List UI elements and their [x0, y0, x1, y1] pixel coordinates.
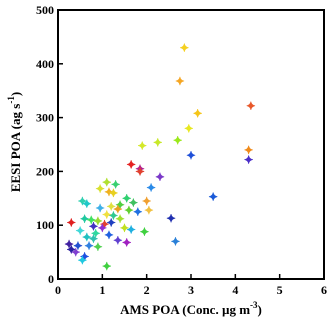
y-axis-label-close: ) [8, 92, 23, 96]
data-point [146, 183, 156, 192]
plot-border [57, 9, 325, 280]
data-point [186, 150, 196, 160]
data-point [89, 234, 98, 243]
y-tick-label: 500 [36, 3, 54, 17]
data-point [71, 247, 80, 257]
x-tick-label: 5 [277, 283, 283, 297]
data-point [171, 237, 180, 246]
data-point [67, 218, 76, 227]
x-tick-label: 0 [55, 283, 61, 297]
data-point [113, 236, 123, 245]
data-point [113, 204, 123, 214]
data-point [102, 261, 112, 271]
data-point [184, 124, 194, 133]
data-point [111, 180, 120, 189]
data-point [106, 218, 116, 227]
y-tick-label: 100 [36, 218, 54, 232]
data-point [102, 177, 112, 187]
data-point [82, 232, 92, 242]
data-point [133, 207, 143, 217]
y-tick-label: 0 [48, 272, 54, 286]
x-axis-label-main: AMS POA (Conc. µg m [120, 302, 250, 317]
data-point [208, 192, 218, 201]
data-point [126, 160, 136, 169]
data-point [135, 167, 145, 176]
data-point [153, 138, 163, 147]
y-axis-label-main: EESI POA (ag s [8, 104, 23, 193]
x-tick-label: 6 [321, 283, 327, 297]
data-point [109, 188, 118, 198]
y-tick-label: 200 [36, 164, 54, 178]
data-point [82, 199, 92, 208]
data-point [106, 202, 116, 211]
data-point [244, 145, 253, 155]
data-point [75, 226, 85, 235]
data-point [64, 239, 74, 249]
data-point [180, 43, 189, 52]
data-point [67, 245, 76, 254]
data-point [129, 198, 138, 207]
data-point [246, 101, 256, 111]
data-point [137, 141, 147, 150]
data-point [95, 184, 105, 193]
data-point [120, 223, 129, 233]
x-tick-label: 3 [188, 283, 194, 297]
x-tick-label: 1 [99, 283, 105, 297]
data-point [144, 205, 154, 215]
data-point [244, 155, 253, 164]
data-point [86, 215, 96, 225]
data-point [102, 210, 112, 219]
y-axis-label: EESI POA (ag s-1) [6, 92, 23, 192]
data-point [193, 109, 202, 118]
data-point [78, 255, 87, 265]
plot-frame [57, 9, 325, 280]
data-point [155, 172, 165, 182]
data-point [124, 205, 134, 215]
data-point [109, 211, 118, 220]
axis-ticks: 0 1 2 3 4 5 6 0 100 200 300 400 500 [36, 3, 327, 297]
data-point [89, 222, 98, 231]
y-tick-label: 300 [36, 111, 54, 125]
data-point [142, 196, 151, 206]
data-point [126, 225, 136, 234]
y-tick-label: 400 [36, 57, 54, 71]
data-points [64, 43, 256, 271]
data-point [93, 242, 103, 251]
data-point [122, 194, 131, 203]
x-tick-label: 2 [144, 283, 150, 297]
data-point [80, 214, 89, 224]
data-point [95, 203, 105, 213]
y-axis-label-sup: -1 [6, 96, 16, 104]
data-point [104, 187, 114, 197]
data-point [173, 135, 182, 145]
x-axis-label-sup: -3 [250, 300, 258, 310]
data-point [91, 229, 100, 238]
x-tick-label: 4 [232, 283, 238, 297]
data-point [166, 213, 176, 223]
data-point [78, 196, 87, 206]
data-point [98, 223, 107, 233]
data-point [73, 241, 83, 250]
data-point [140, 227, 149, 236]
data-point [104, 230, 114, 240]
data-point [93, 216, 103, 226]
data-point [122, 238, 131, 247]
data-point [84, 241, 94, 250]
x-axis-label-close: ) [258, 302, 262, 317]
data-point [115, 214, 125, 224]
x-axis-label: AMS POA (Conc. µg m-3) [120, 300, 262, 317]
data-point [175, 76, 185, 86]
